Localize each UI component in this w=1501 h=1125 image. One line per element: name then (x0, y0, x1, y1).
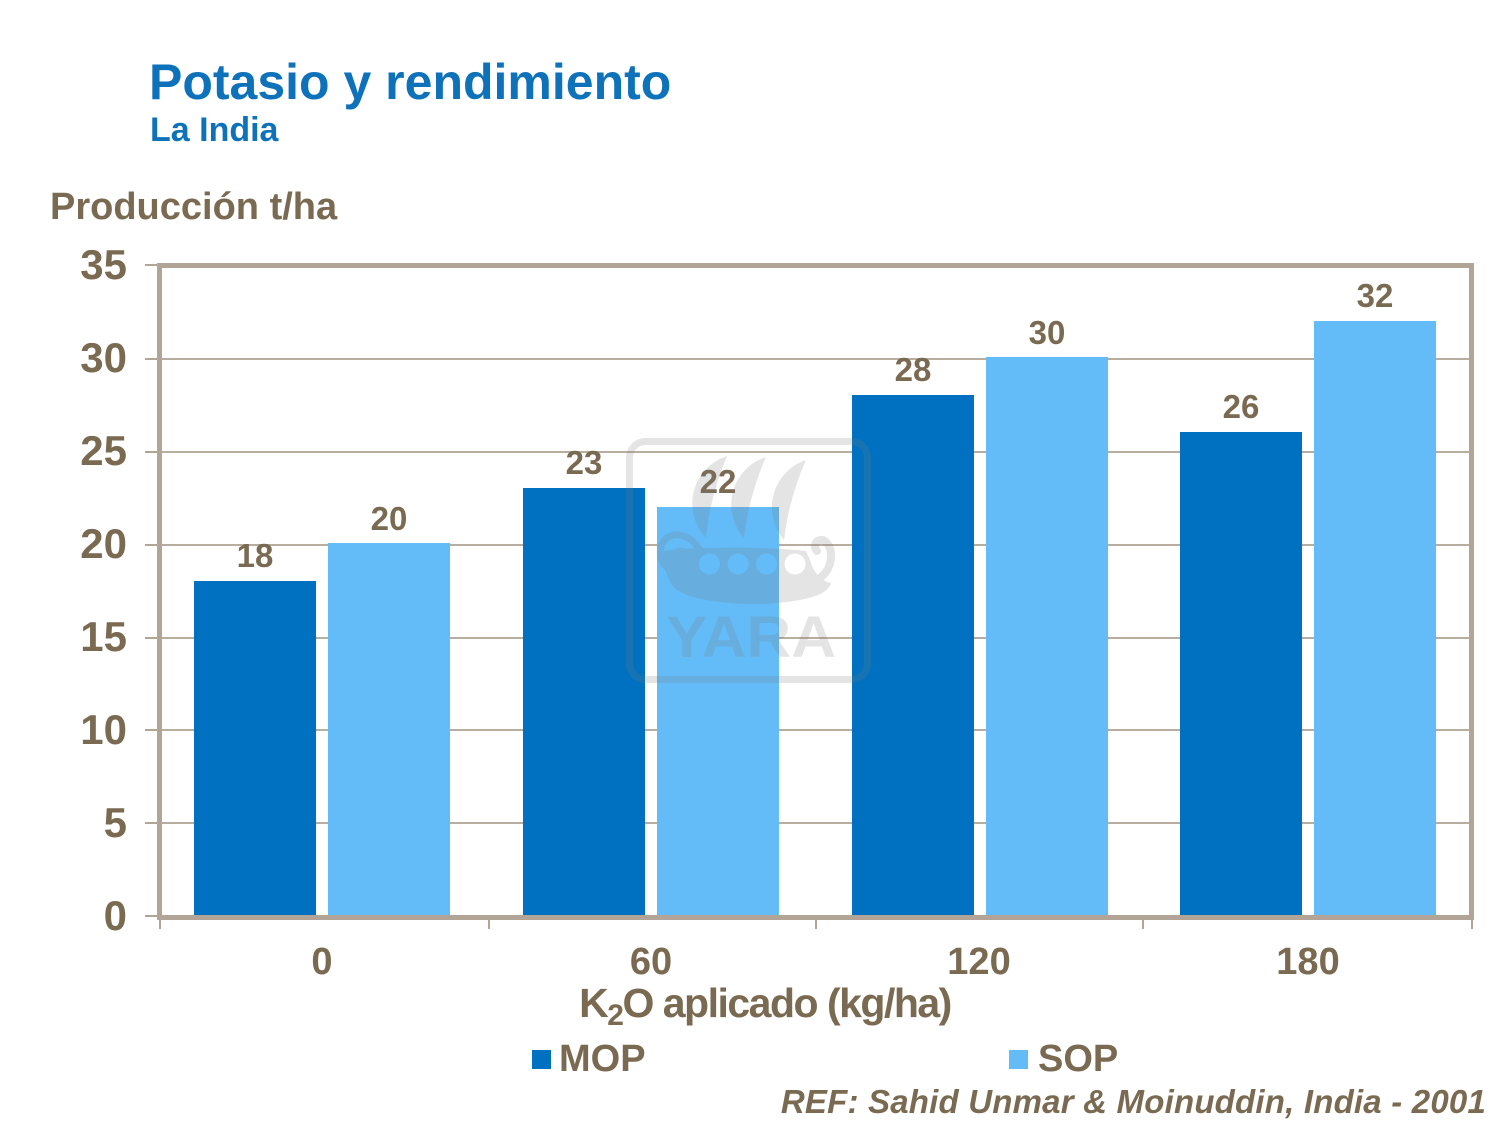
svg-text:YARA: YARA (666, 605, 836, 670)
